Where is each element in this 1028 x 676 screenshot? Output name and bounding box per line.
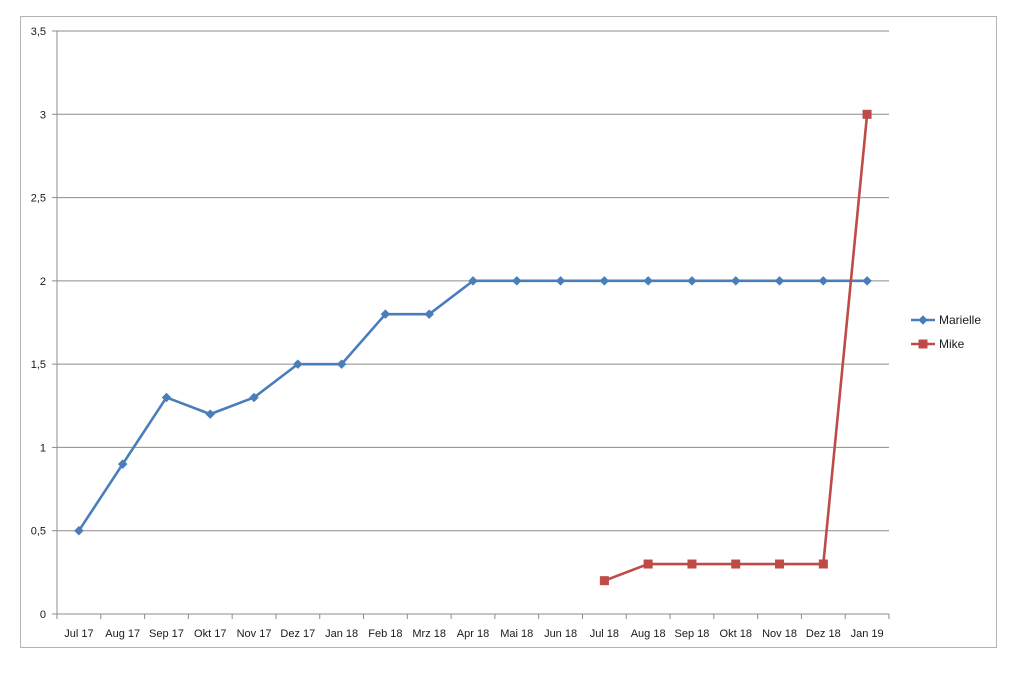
x-tick-label: Dez 18	[806, 628, 841, 640]
y-tick-label: 1	[40, 442, 46, 454]
x-tick-label: Mai 18	[500, 628, 533, 640]
axes	[52, 30, 890, 619]
y-tick-label: 2	[40, 276, 46, 288]
legend: Marielle Mike	[911, 313, 981, 351]
data-point	[643, 559, 653, 569]
x-axis-tick-labels: Jul 17 Aug 17 Sep 17 Okt 17 Nov 17 Dez 17 Jan …	[64, 628, 883, 640]
y-tick-label: 0	[40, 609, 46, 621]
x-tick-label: Jun 18	[544, 628, 577, 640]
y-tick-label: 0,5	[31, 526, 46, 538]
x-tick-label: Jul 17	[64, 628, 93, 640]
data-point	[380, 309, 391, 320]
data-point	[643, 276, 654, 286]
legend-item: Mike	[911, 337, 965, 351]
data-point	[862, 276, 872, 286]
x-tick-label: Okt 18	[720, 628, 752, 640]
x-tick-label: Mrz 18	[412, 628, 446, 640]
data-point	[511, 276, 522, 286]
legend-item: Marielle	[911, 313, 981, 327]
data-point	[731, 559, 741, 569]
data-point	[818, 559, 828, 569]
legend-marker	[918, 315, 928, 325]
x-tick-label: Feb 18	[368, 628, 402, 640]
legend-label: Marielle	[939, 313, 981, 327]
data-point	[74, 525, 84, 536]
series-mike	[599, 109, 872, 586]
data-point	[292, 359, 303, 369]
data-point	[336, 359, 347, 369]
data-point	[599, 276, 610, 286]
x-tick-label: Jan 18	[325, 628, 358, 640]
y-tick-label: 3,5	[31, 26, 46, 38]
x-tick-label: Aug 18	[631, 628, 666, 640]
gridlines	[57, 30, 889, 532]
x-tick-label: Nov 17	[237, 628, 272, 640]
data-point	[468, 276, 478, 286]
series	[74, 109, 872, 586]
x-tick-label: Aug 17	[105, 628, 140, 640]
data-point	[161, 392, 172, 403]
series-line	[603, 114, 869, 582]
data-point	[555, 276, 566, 286]
legend-marker	[918, 339, 928, 349]
x-tick-label: Jan 19	[851, 628, 884, 640]
x-tick-label: Dez 17	[280, 628, 315, 640]
data-point	[818, 276, 829, 286]
x-tick-label: Jul 18	[590, 628, 619, 640]
series-line	[77, 279, 868, 532]
data-point	[730, 276, 741, 286]
data-point	[424, 309, 435, 320]
data-point	[687, 559, 697, 569]
data-point	[775, 559, 785, 569]
x-tick-label: Sep 18	[675, 628, 710, 640]
x-tick-label: Sep 17	[149, 628, 184, 640]
x-tick-label: Okt 17	[194, 628, 226, 640]
y-tick-label: 2,5	[31, 193, 46, 205]
data-point	[249, 392, 259, 403]
x-tick-label: Apr 18	[457, 628, 489, 640]
legend-label: Mike	[939, 337, 965, 351]
chart-area	[20, 16, 997, 648]
y-tick-label: 1,5	[31, 359, 46, 371]
data-point	[599, 576, 609, 586]
data-point	[862, 109, 872, 119]
data-point	[774, 276, 785, 286]
series-marielle	[74, 276, 872, 536]
y-axis-tick-labels: 0 0,5 1 1,5 2 2,5 3 3,5	[31, 26, 46, 621]
x-tick-label: Nov 18	[762, 628, 797, 640]
y-tick-label: 3	[40, 109, 46, 121]
data-point	[205, 409, 216, 419]
data-point	[687, 276, 697, 286]
data-point	[117, 459, 128, 469]
